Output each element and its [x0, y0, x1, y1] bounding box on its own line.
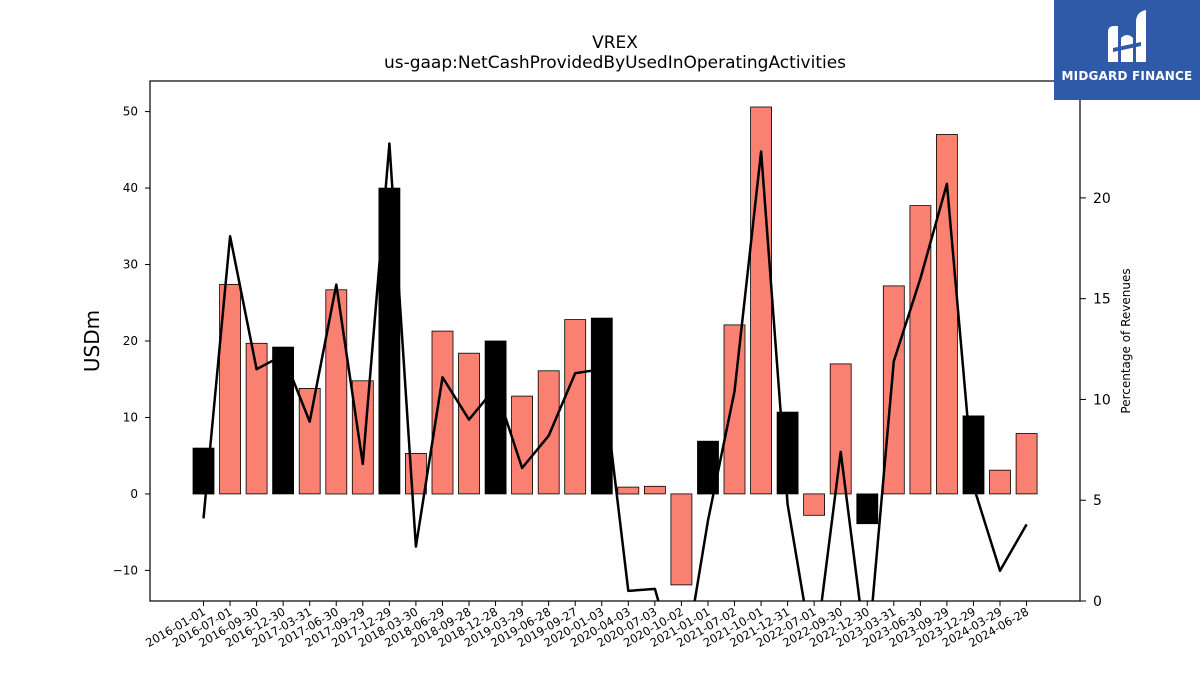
logo-text: MIDGARD FINANCE [1061, 69, 1193, 83]
y2-tick-label: 0 [1093, 594, 1102, 610]
bar-2021-07-02 [723, 324, 746, 495]
bar-2016-12-30 [272, 346, 295, 495]
bar-2018-03-30 [404, 452, 427, 495]
bar-2022-07-01 [803, 493, 825, 516]
chart-subtitle: us-gaap:NetCashProvidedByUsedInOperating… [384, 53, 846, 73]
y-tick-label: 50 [123, 105, 138, 119]
bar-2024-06-28 [1015, 433, 1038, 495]
bar-2019-03-29 [511, 395, 534, 495]
y2-tick-label: 5 [1093, 493, 1102, 509]
chart-title: VREX [592, 33, 638, 53]
bar-2023-03-31 [882, 285, 905, 495]
bar-2018-06-29 [431, 330, 454, 495]
bar-2017-03-31 [298, 387, 321, 495]
logo: MIDGARD FINANCE [1054, 0, 1200, 100]
bar-2020-04-03 [617, 486, 640, 495]
y2-axis-label: Percentage of Revenues [1119, 268, 1133, 413]
bar-series [192, 106, 1038, 586]
y-tick-label: 10 [123, 410, 138, 424]
bar-2021-12-31 [776, 411, 799, 495]
bar-2023-06-30 [909, 205, 932, 495]
bar-2019-09-27 [564, 319, 587, 495]
bar-2016-09-30 [245, 342, 268, 495]
bar-2020-10-02 [670, 493, 693, 586]
bar-2020-01-03 [590, 317, 613, 495]
y2-tick-label: 20 [1093, 191, 1111, 207]
percentage-of-revenues-line [202, 142, 1028, 601]
y2-tick-label: 15 [1093, 292, 1111, 308]
bar-2016-01-01 [192, 447, 215, 495]
bar-2024-03-29 [989, 469, 1011, 495]
bar-2020-07-03 [644, 485, 666, 495]
bar-2018-09-28 [458, 352, 480, 495]
y-tick-label: 40 [123, 181, 138, 195]
y2-tick-label: 10 [1093, 392, 1111, 408]
y-tick-label: −10 [113, 563, 138, 577]
bar-2017-09-29 [351, 380, 374, 495]
midgard-logo-icon [1108, 10, 1146, 62]
bar-2022-12-30 [856, 493, 879, 525]
y-axis-label: USDm [80, 310, 104, 372]
bar-2019-06-28 [537, 370, 560, 495]
bar-2022-09-30 [829, 363, 852, 495]
bar-2016-07-01 [219, 283, 242, 495]
y-tick-label: 20 [123, 334, 138, 348]
line-series [202, 142, 1028, 601]
bar-2018-12-28 [484, 340, 507, 495]
y-tick-label: 0 [130, 487, 138, 501]
y-tick-label: 30 [123, 258, 138, 272]
bar-2017-12-29 [378, 187, 401, 495]
